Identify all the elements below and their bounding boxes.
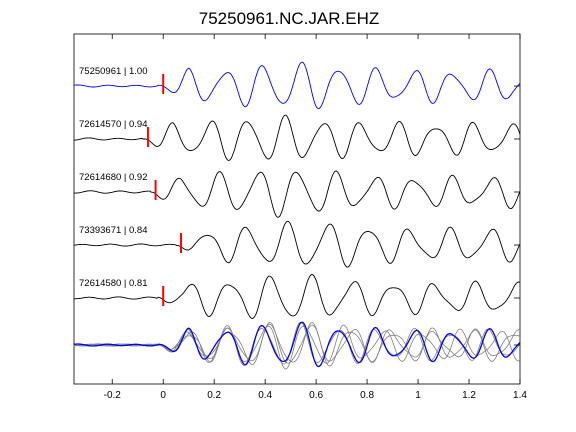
trace-label: 73393671 | 0.84 [79,225,148,236]
trace-label: 75250961 | 1.00 [79,66,148,77]
x-axis: -0.2 0 0.2 0.4 0.6 0.8 1 1.2 1.4 [104,34,527,401]
x-tick-label: 0 [160,390,166,401]
trace-label: 72614570 | 0.94 [79,119,148,130]
stack-overlay [73,321,521,370]
trace-line [74,170,521,218]
chart-title: 75250961.NC.JAR.EHZ [199,9,379,28]
overlay-trace-line [74,322,521,365]
trace-line [73,220,521,268]
x-tick-label: 1 [415,390,421,401]
overlay-trace-line [73,321,521,367]
x-tick-label: 1.4 [513,390,527,401]
overlay-trace-line [73,321,521,368]
x-tick-label: 0.2 [207,390,221,401]
trace-line [73,61,521,110]
x-tick-label: 0.4 [258,390,272,401]
x-tick-label: 1.2 [462,390,476,401]
trace-label: 72614680 | 0.92 [79,172,148,183]
x-tick-label: -0.2 [104,390,122,401]
traces-layer: 75250961 | 1.00 72614570 | 0.94 72614680 |… [73,61,521,319]
plot-frame [73,33,521,385]
trace-label: 72614580 | 0.81 [79,278,148,289]
trace-line [73,274,521,319]
x-tick-label: 0.6 [309,390,323,401]
overlay-trace-line [73,324,521,370]
x-tick-label: 0.8 [360,390,374,401]
